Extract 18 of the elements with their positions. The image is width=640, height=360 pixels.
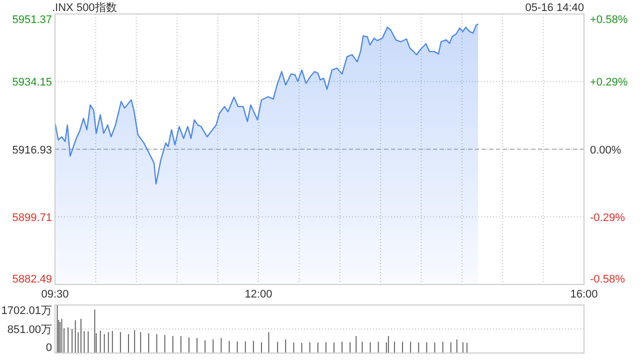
- y-tick-label: 5934.15: [12, 76, 52, 89]
- y2-tick-label: 0.00%: [590, 144, 622, 156]
- y-tick-label: 851.00万: [7, 324, 52, 336]
- y2-tick-label: -0.58%: [590, 274, 626, 286]
- y2-tick-label: +0.29%: [590, 76, 628, 89]
- y2-tick-label: -0.29%: [590, 212, 626, 224]
- y2-tick-label: +0.58%: [590, 14, 628, 26]
- y-tick-label: 1702.01万: [1, 305, 52, 317]
- y-tick-label: 0: [46, 342, 52, 354]
- y-tick-label: 5951.37: [12, 14, 52, 26]
- y-tick-label: 5916.93: [12, 144, 52, 156]
- chart-title: .INX 500指数: [52, 2, 117, 14]
- y-tick-label: 5882.49: [12, 274, 52, 286]
- y-tick-label: 5899.71: [12, 212, 52, 224]
- x-tick-label: 16:00: [570, 288, 598, 300]
- annotation: 05-16 14:40: [525, 2, 584, 14]
- x-tick-label: 09:30: [41, 288, 69, 300]
- x-tick-label: 12:00: [244, 288, 272, 300]
